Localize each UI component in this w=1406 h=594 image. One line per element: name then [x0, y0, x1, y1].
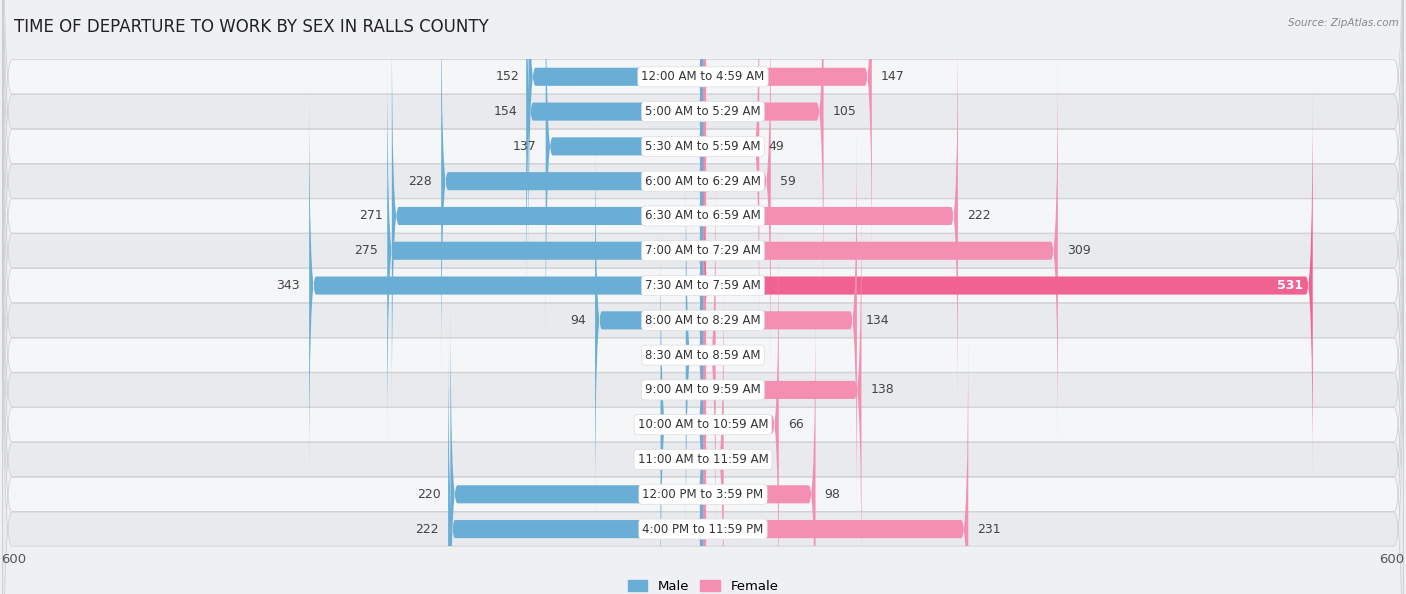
FancyBboxPatch shape — [703, 51, 1057, 450]
Text: 105: 105 — [832, 105, 856, 118]
FancyBboxPatch shape — [595, 121, 703, 520]
Text: 15: 15 — [661, 349, 676, 362]
Text: 0: 0 — [686, 383, 693, 396]
Text: 138: 138 — [870, 383, 894, 396]
FancyBboxPatch shape — [703, 16, 957, 416]
Text: 98: 98 — [825, 488, 841, 501]
FancyBboxPatch shape — [703, 260, 724, 594]
Text: 6:30 AM to 6:59 AM: 6:30 AM to 6:59 AM — [645, 210, 761, 223]
FancyBboxPatch shape — [3, 198, 1403, 594]
Text: 531: 531 — [1278, 279, 1303, 292]
Text: Source: ZipAtlas.com: Source: ZipAtlas.com — [1288, 18, 1399, 28]
Text: 275: 275 — [354, 244, 378, 257]
Text: 4:00 PM to 11:59 PM: 4:00 PM to 11:59 PM — [643, 523, 763, 536]
FancyBboxPatch shape — [703, 295, 815, 594]
FancyBboxPatch shape — [703, 225, 779, 594]
Text: 11:00 AM to 11:59 AM: 11:00 AM to 11:59 AM — [638, 453, 768, 466]
FancyBboxPatch shape — [703, 190, 862, 590]
FancyBboxPatch shape — [3, 0, 1403, 373]
FancyBboxPatch shape — [703, 121, 856, 520]
Text: 12:00 AM to 4:59 AM: 12:00 AM to 4:59 AM — [641, 70, 765, 83]
FancyBboxPatch shape — [703, 0, 759, 346]
Legend: Male, Female: Male, Female — [623, 574, 783, 594]
Text: 8:00 AM to 8:29 AM: 8:00 AM to 8:29 AM — [645, 314, 761, 327]
FancyBboxPatch shape — [703, 86, 1313, 485]
Text: 10:00 AM to 10:59 AM: 10:00 AM to 10:59 AM — [638, 418, 768, 431]
FancyBboxPatch shape — [3, 59, 1403, 582]
FancyBboxPatch shape — [3, 233, 1403, 594]
FancyBboxPatch shape — [3, 268, 1403, 594]
Text: 11: 11 — [725, 349, 741, 362]
FancyBboxPatch shape — [3, 94, 1403, 594]
Text: 134: 134 — [866, 314, 890, 327]
Text: 8:30 AM to 8:59 AM: 8:30 AM to 8:59 AM — [645, 349, 761, 362]
Text: 222: 222 — [967, 210, 991, 223]
Text: 0: 0 — [686, 453, 693, 466]
FancyBboxPatch shape — [449, 330, 703, 594]
FancyBboxPatch shape — [703, 0, 770, 381]
Text: 9:00 AM to 9:59 AM: 9:00 AM to 9:59 AM — [645, 383, 761, 396]
Text: 154: 154 — [494, 105, 517, 118]
FancyBboxPatch shape — [441, 0, 703, 381]
FancyBboxPatch shape — [392, 16, 703, 416]
FancyBboxPatch shape — [3, 0, 1403, 407]
Text: 12:00 PM to 3:59 PM: 12:00 PM to 3:59 PM — [643, 488, 763, 501]
Text: 59: 59 — [780, 175, 796, 188]
Text: 66: 66 — [787, 418, 804, 431]
Text: 7:00 AM to 7:29 AM: 7:00 AM to 7:29 AM — [645, 244, 761, 257]
FancyBboxPatch shape — [703, 156, 716, 555]
FancyBboxPatch shape — [3, 0, 1403, 338]
Text: 231: 231 — [977, 523, 1001, 536]
FancyBboxPatch shape — [450, 295, 703, 594]
Text: 271: 271 — [359, 210, 382, 223]
FancyBboxPatch shape — [703, 330, 969, 594]
FancyBboxPatch shape — [686, 156, 703, 555]
Text: 220: 220 — [418, 488, 441, 501]
Text: 37: 37 — [636, 418, 651, 431]
Text: 7:30 AM to 7:59 AM: 7:30 AM to 7:59 AM — [645, 279, 761, 292]
FancyBboxPatch shape — [703, 0, 872, 276]
Text: 147: 147 — [882, 70, 904, 83]
Text: TIME OF DEPARTURE TO WORK BY SEX IN RALLS COUNTY: TIME OF DEPARTURE TO WORK BY SEX IN RALL… — [14, 18, 489, 36]
Text: 6:00 AM to 6:29 AM: 6:00 AM to 6:29 AM — [645, 175, 761, 188]
Text: 5:30 AM to 5:59 AM: 5:30 AM to 5:59 AM — [645, 140, 761, 153]
FancyBboxPatch shape — [661, 225, 703, 594]
Text: 5:00 AM to 5:29 AM: 5:00 AM to 5:29 AM — [645, 105, 761, 118]
Text: 228: 228 — [408, 175, 432, 188]
FancyBboxPatch shape — [703, 0, 824, 311]
FancyBboxPatch shape — [3, 0, 1403, 477]
FancyBboxPatch shape — [546, 0, 703, 346]
FancyBboxPatch shape — [529, 0, 703, 276]
FancyBboxPatch shape — [3, 129, 1403, 594]
Text: 309: 309 — [1067, 244, 1091, 257]
FancyBboxPatch shape — [526, 0, 703, 311]
Text: 94: 94 — [569, 314, 586, 327]
FancyBboxPatch shape — [3, 0, 1403, 512]
FancyBboxPatch shape — [387, 51, 703, 450]
FancyBboxPatch shape — [3, 163, 1403, 594]
FancyBboxPatch shape — [3, 24, 1403, 547]
Text: 222: 222 — [415, 523, 439, 536]
Text: 137: 137 — [513, 140, 537, 153]
Text: 343: 343 — [277, 279, 299, 292]
FancyBboxPatch shape — [3, 0, 1403, 443]
Text: 49: 49 — [769, 140, 785, 153]
Text: 152: 152 — [495, 70, 519, 83]
FancyBboxPatch shape — [309, 86, 703, 485]
Text: 18: 18 — [733, 453, 749, 466]
